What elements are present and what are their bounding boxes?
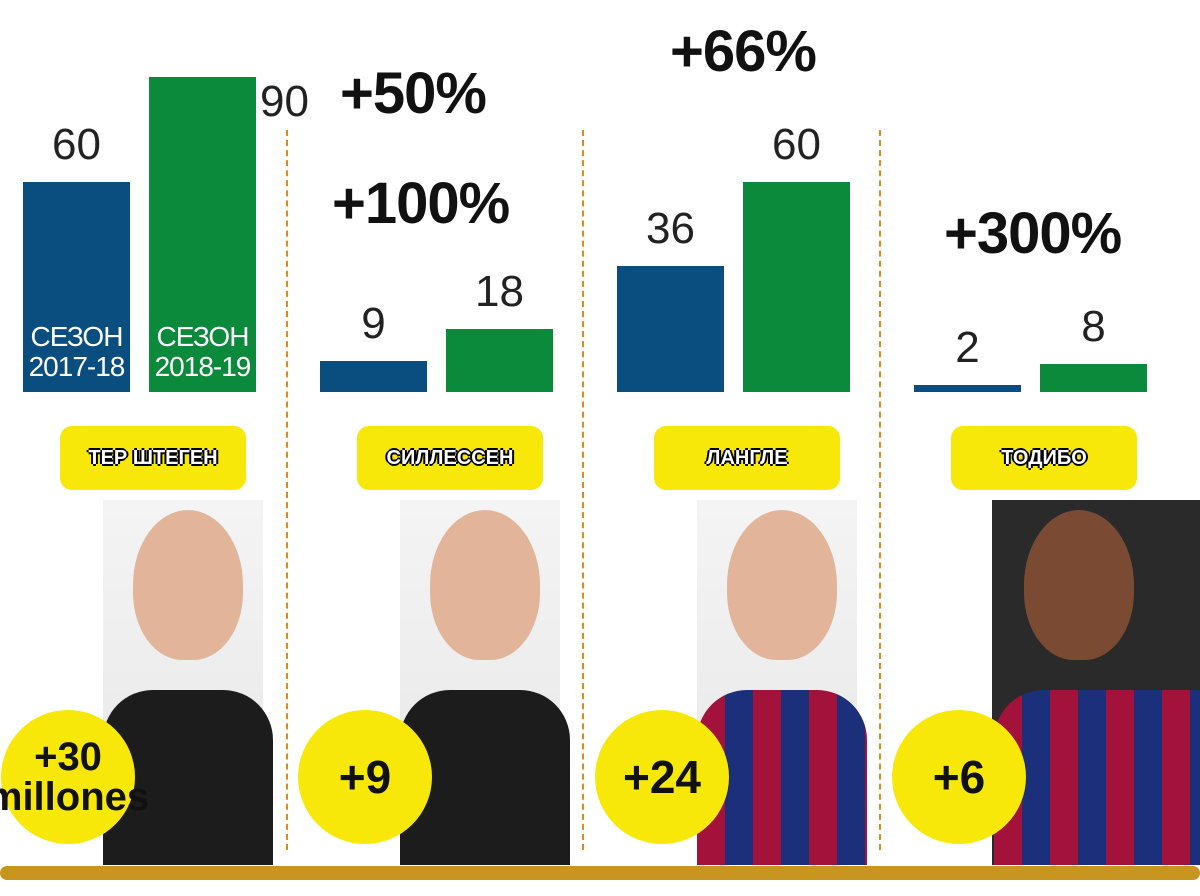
legend-label: СЕЗОН 2018-19 bbox=[154, 321, 252, 382]
divider bbox=[879, 130, 881, 850]
bar bbox=[320, 360, 427, 392]
player-head bbox=[727, 510, 837, 660]
player-shirt bbox=[994, 690, 1200, 865]
bar bbox=[23, 182, 130, 392]
bonus-circle: +30 millones bbox=[0, 710, 149, 844]
annotation: +50% bbox=[340, 61, 487, 126]
base-bar bbox=[0, 866, 1200, 880]
value-label: 9 bbox=[361, 298, 386, 348]
divider bbox=[286, 130, 288, 850]
value-label: 60 bbox=[772, 120, 821, 169]
value-label: 18 bbox=[475, 267, 524, 316]
bonus-circle: +6 bbox=[892, 710, 1026, 844]
annotation: +300% bbox=[944, 201, 1122, 266]
legend-label: СЕЗОН 2017-18 bbox=[28, 321, 126, 382]
player-head bbox=[1024, 510, 1134, 660]
annotation: +66% bbox=[670, 19, 817, 84]
bonus-circle: +9 bbox=[298, 710, 432, 844]
player-head bbox=[430, 510, 540, 660]
bar bbox=[743, 182, 850, 392]
bonus-circle: +24 bbox=[595, 710, 729, 844]
value-label: 60 bbox=[52, 120, 101, 169]
bar bbox=[446, 329, 553, 392]
bar bbox=[1040, 364, 1147, 392]
value-label: 2 bbox=[955, 323, 980, 372]
value-label: 36 bbox=[646, 204, 695, 253]
player-name: ТЕР ШТЕГЕН bbox=[60, 426, 246, 490]
player-head bbox=[133, 510, 243, 660]
bar bbox=[914, 385, 1021, 392]
bar bbox=[149, 77, 256, 392]
divider bbox=[582, 130, 584, 850]
bar bbox=[617, 266, 724, 392]
value-label: 8 bbox=[1081, 302, 1106, 351]
annotation: +100% bbox=[332, 171, 510, 236]
player-name: ТОДИБО bbox=[951, 426, 1137, 490]
player-name: ЛАНГЛЕ bbox=[654, 426, 840, 490]
player-name: СИЛЛЕССЕН bbox=[357, 426, 543, 490]
value-label: 90 bbox=[260, 77, 309, 126]
